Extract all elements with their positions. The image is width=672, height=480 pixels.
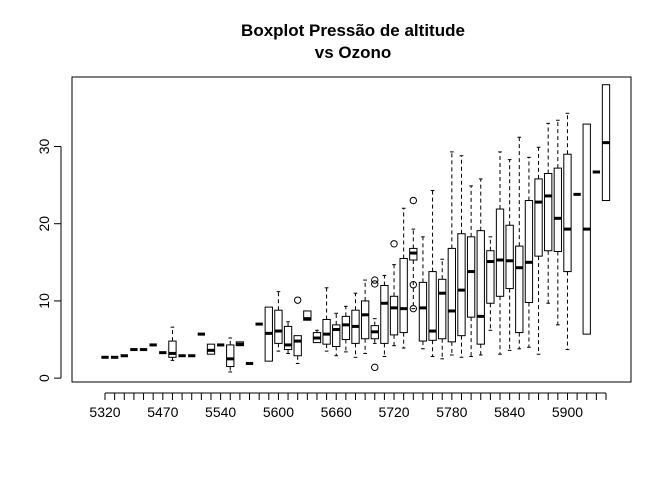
- box-group: [264, 306, 273, 362]
- box-iqr: [534, 178, 543, 257]
- box-iqr: [457, 233, 466, 337]
- box-group: [235, 341, 245, 347]
- box-group: [399, 207, 408, 349]
- box-iqr: [380, 284, 389, 344]
- x-tick-label: 5720: [378, 404, 409, 420]
- box-iqr: [332, 324, 341, 347]
- box-group: [168, 326, 177, 361]
- box-iqr: [341, 315, 351, 341]
- box-group: [360, 279, 370, 354]
- box-group: [428, 190, 437, 358]
- box-group: [274, 291, 283, 352]
- box-group: [476, 178, 485, 356]
- outlier-point: [371, 276, 379, 284]
- box-group: [553, 119, 562, 326]
- y-tick-label: 10: [36, 293, 52, 309]
- x-tick-label: 5320: [89, 404, 120, 420]
- plot-frame: [71, 76, 632, 383]
- box-group: [226, 337, 235, 373]
- boxes-layer: [101, 84, 611, 373]
- box-iqr: [495, 208, 505, 297]
- box-group: [524, 156, 534, 348]
- box-iqr: [447, 247, 457, 343]
- box-iqr: [544, 173, 553, 252]
- y-tick-label: 0: [36, 374, 52, 382]
- box-group: [351, 292, 360, 358]
- x-tick-label: 5780: [436, 404, 467, 420]
- box-group: [563, 112, 572, 351]
- box-group: [457, 155, 466, 358]
- x-tick-label: 5840: [494, 404, 525, 420]
- box-group: [409, 196, 418, 313]
- box-group: [582, 123, 591, 335]
- box-group: [418, 236, 428, 350]
- box-iqr: [274, 309, 283, 344]
- chart-subtitle: vs Ozono: [315, 43, 392, 62]
- box-iqr: [553, 167, 562, 253]
- x-tick-label: 5900: [552, 404, 583, 420]
- box-group: [534, 146, 543, 355]
- box-iqr: [428, 271, 437, 341]
- box-iqr: [418, 281, 428, 342]
- box-iqr: [226, 344, 235, 368]
- x-tick-label: 5470: [147, 404, 178, 420]
- box-group: [312, 329, 322, 344]
- box-iqr: [466, 236, 476, 318]
- box-group: [495, 151, 505, 355]
- box-iqr: [303, 310, 312, 321]
- box-group: [505, 159, 514, 351]
- y-tick-label: 20: [36, 216, 52, 232]
- box-group: [293, 296, 302, 364]
- outlier-point: [371, 363, 379, 372]
- outlier-point: [371, 280, 379, 288]
- x-tick-label: 5540: [205, 404, 236, 420]
- box-group: [332, 312, 341, 357]
- outlier-point: [390, 240, 398, 248]
- box-group: [341, 305, 351, 353]
- box-group: [322, 287, 331, 352]
- box-iqr: [438, 278, 447, 340]
- box-iqr: [293, 335, 302, 357]
- box-iqr: [476, 230, 485, 345]
- box-iqr: [505, 224, 514, 290]
- box-group: [370, 276, 379, 372]
- outlier-point: [409, 281, 418, 289]
- x-tick-label: 5660: [321, 404, 352, 420]
- box-iqr: [515, 245, 524, 334]
- outlier-point: [409, 304, 418, 313]
- y-axis: 0 10 20 30: [36, 138, 62, 382]
- box-group: [206, 343, 216, 355]
- box-iqr: [283, 325, 293, 351]
- box-group: [389, 240, 399, 347]
- box-iqr: [399, 257, 408, 334]
- outlier-point: [293, 296, 302, 304]
- box-iqr: [563, 153, 572, 273]
- box-group: [466, 185, 476, 358]
- box-group: [380, 274, 389, 358]
- box-iqr: [486, 250, 495, 304]
- outlier-point: [409, 196, 418, 205]
- box-iqr: [168, 340, 177, 358]
- box-iqr: [389, 295, 399, 336]
- box-iqr: [360, 300, 370, 340]
- box-group: [486, 236, 495, 331]
- chart-title: Boxplot Pressão de altitude: [241, 21, 465, 40]
- box-group: [283, 321, 293, 354]
- x-axis: 5320 5470 5540 5600 5660 5720 5780 5840 5900: [89, 392, 607, 420]
- box-iqr: [524, 200, 534, 303]
- box-group: [601, 84, 611, 202]
- x-tick-label: 5600: [263, 404, 294, 420]
- box-group: [515, 136, 524, 350]
- box-iqr: [322, 318, 331, 345]
- y-tick-label: 30: [36, 138, 52, 154]
- box-group: [544, 122, 553, 304]
- box-group: [447, 151, 457, 356]
- box-group: [303, 310, 312, 321]
- box-group: [438, 258, 447, 360]
